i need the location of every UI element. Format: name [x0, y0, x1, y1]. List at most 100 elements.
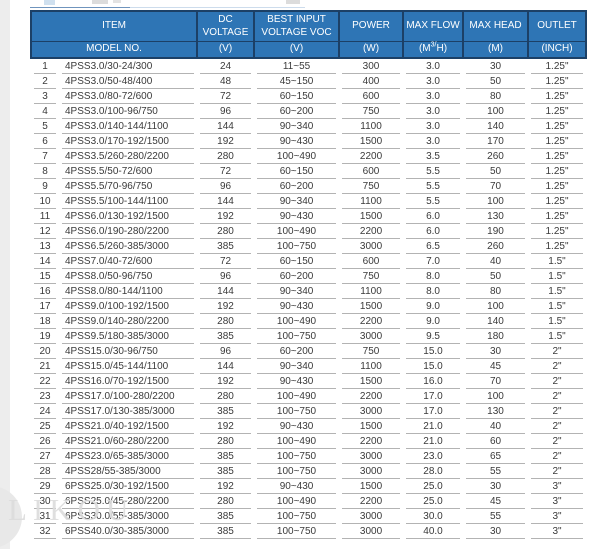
outlet-cell: 1.25": [528, 89, 586, 104]
table-row: 26 4PSS21.0/60-280/2200 280 100~490 2200 21.0…: [31, 434, 586, 449]
row-number-cell: 22: [31, 374, 59, 389]
table-row: 14 4PSS7.0/40-72/600 72 60~150 600 7.0 40 1.5": [31, 254, 586, 269]
dc-voltage-cell: 192: [197, 374, 254, 389]
max-head-cell: 30: [463, 524, 528, 539]
max-flow-cell: 25.0: [403, 494, 463, 509]
outlet-cell: 1.5": [528, 254, 586, 269]
outlet-cell: 2": [528, 434, 586, 449]
model-no-cell: 6PSS40.0/30-385/3000: [59, 524, 197, 539]
voc-range-cell: 90~340: [254, 119, 339, 134]
row-number-cell: 28: [31, 464, 59, 479]
row-number-cell: 17: [31, 299, 59, 314]
row-number-cell: 27: [31, 449, 59, 464]
outlet-cell: 1.25": [528, 149, 586, 164]
table-row: 31 6PSS30.0/55-385/3000 385 100~750 3000 30.0…: [31, 509, 586, 524]
dc-voltage-cell: 385: [197, 329, 254, 344]
power-cell: 2200: [339, 434, 403, 449]
cropped-top-fragment: [92, 0, 108, 4]
dc-voltage-cell: 48: [197, 74, 254, 89]
dc-voltage-cell: 280: [197, 224, 254, 239]
max-flow-cell: 3.0: [403, 89, 463, 104]
power-cell: 2200: [339, 149, 403, 164]
cropped-top-fragment: [44, 0, 55, 5]
row-number-cell: 25: [31, 419, 59, 434]
power-cell: 2200: [339, 389, 403, 404]
power-cell: 600: [339, 254, 403, 269]
dc-voltage-cell: 192: [197, 134, 254, 149]
outlet-cell: 2": [528, 359, 586, 374]
row-number-cell: 8: [31, 164, 59, 179]
max-head-cell: 80: [463, 89, 528, 104]
col-unit-power: (W): [338, 41, 405, 59]
model-no-cell: 4PSS5.5/100-144/1100: [59, 194, 197, 209]
table-row: 19 4PSS9.5/180-385/3000 385 100~750 3000 9.5 1…: [31, 329, 586, 344]
voc-range-cell: 100~490: [254, 149, 339, 164]
dc-voltage-cell: 280: [197, 149, 254, 164]
max-head-cell: 260: [463, 239, 528, 254]
row-number-cell: 4: [31, 104, 59, 119]
table-row: 11 4PSS6.0/130-192/1500 192 90~430 1500 6.0 13…: [31, 209, 586, 224]
voc-range-cell: 60~150: [254, 164, 339, 179]
col-header-dc-voltage: DC VOLTAGE: [196, 10, 256, 42]
outlet-cell: 1.5": [528, 329, 586, 344]
max-head-cell: 70: [463, 179, 528, 194]
table-row: 1 4PSS3.0/30-24/300 24 11~55 300 3.0 30 1.25": [31, 58, 586, 74]
voc-range-cell: 100~750: [254, 239, 339, 254]
row-number-cell: 5: [31, 119, 59, 134]
row-number-cell: 2: [31, 74, 59, 89]
row-number-cell: 24: [31, 404, 59, 419]
table-row: 7 4PSS3.5/260-280/2200 280 100~490 2200 3.5 26…: [31, 149, 586, 164]
max-head-cell: 40: [463, 254, 528, 269]
table-row: 13 4PSS6.5/260-385/3000 385 100~750 3000 6.5 2…: [31, 239, 586, 254]
max-flow-cell: 17.0: [403, 404, 463, 419]
max-flow-cell: 3.0: [403, 58, 463, 74]
voc-range-cell: 100~750: [254, 404, 339, 419]
outlet-cell: 1.25": [528, 209, 586, 224]
voc-range-cell: 100~750: [254, 449, 339, 464]
model-no-cell: 4PSS15.0/30-96/750: [59, 344, 197, 359]
dc-voltage-cell: 24: [197, 58, 254, 74]
table-row: 12 4PSS6.0/190-280/2200 280 100~490 2200 6.0 1…: [31, 224, 586, 239]
table-row: 18 4PSS9.0/140-280/2200 280 100~490 2200 9.0 1…: [31, 314, 586, 329]
max-flow-cell: 28.0: [403, 464, 463, 479]
max-flow-cell: 3.0: [403, 104, 463, 119]
col-unit-max-flow: (M3/H): [402, 41, 465, 59]
voc-range-cell: 100~490: [254, 434, 339, 449]
power-cell: 3000: [339, 524, 403, 539]
max-flow-cell: 6.5: [403, 239, 463, 254]
table-row: 27 4PSS23.0/65-385/3000 385 100~750 3000 23.0…: [31, 449, 586, 464]
voc-range-cell: 60~150: [254, 89, 339, 104]
max-head-cell: 140: [463, 314, 528, 329]
dc-voltage-cell: 144: [197, 119, 254, 134]
outlet-cell: 1.5": [528, 269, 586, 284]
max-head-cell: 130: [463, 404, 528, 419]
max-head-cell: 140: [463, 119, 528, 134]
dc-voltage-cell: 280: [197, 494, 254, 509]
table-row: 4 4PSS3.0/100-96/750 96 60~200 750 3.0 100 1.25…: [31, 104, 586, 119]
dc-voltage-cell: 72: [197, 254, 254, 269]
power-cell: 750: [339, 179, 403, 194]
row-number-cell: 11: [31, 209, 59, 224]
power-cell: 3000: [339, 509, 403, 524]
max-head-cell: 130: [463, 209, 528, 224]
row-number-cell: 32: [31, 524, 59, 539]
model-no-cell: 4PSS9.5/180-385/3000: [59, 329, 197, 344]
table-row: 28 4PSS28/55-385/3000 385 100~750 3000 28.0 55…: [31, 464, 586, 479]
max-head-cell: 100: [463, 104, 528, 119]
model-no-cell: 4PSS17.0/100-280/2200: [59, 389, 197, 404]
table-row: 8 4PSS5.5/50-72/600 72 60~150 600 5.5 50 1.25": [31, 164, 586, 179]
row-number-cell: 29: [31, 479, 59, 494]
voc-range-cell: 90~430: [254, 209, 339, 224]
max-head-cell: 55: [463, 464, 528, 479]
power-cell: 1100: [339, 284, 403, 299]
max-head-cell: 30: [463, 479, 528, 494]
row-number-cell: 6: [31, 134, 59, 149]
table-body: 1 4PSS3.0/30-24/300 24 11~55 300 3.0 30 1.25" 2 4…: [31, 58, 586, 539]
row-number-cell: 16: [31, 284, 59, 299]
col-header-max-head: MAX HEAD: [462, 10, 530, 42]
power-cell: 1100: [339, 359, 403, 374]
row-number-cell: 3: [31, 89, 59, 104]
table-row: 6 4PSS3.0/170-192/1500 192 90~430 1500 3.0 170…: [31, 134, 586, 149]
max-flow-cell: 21.0: [403, 419, 463, 434]
voc-range-cell: 90~340: [254, 284, 339, 299]
